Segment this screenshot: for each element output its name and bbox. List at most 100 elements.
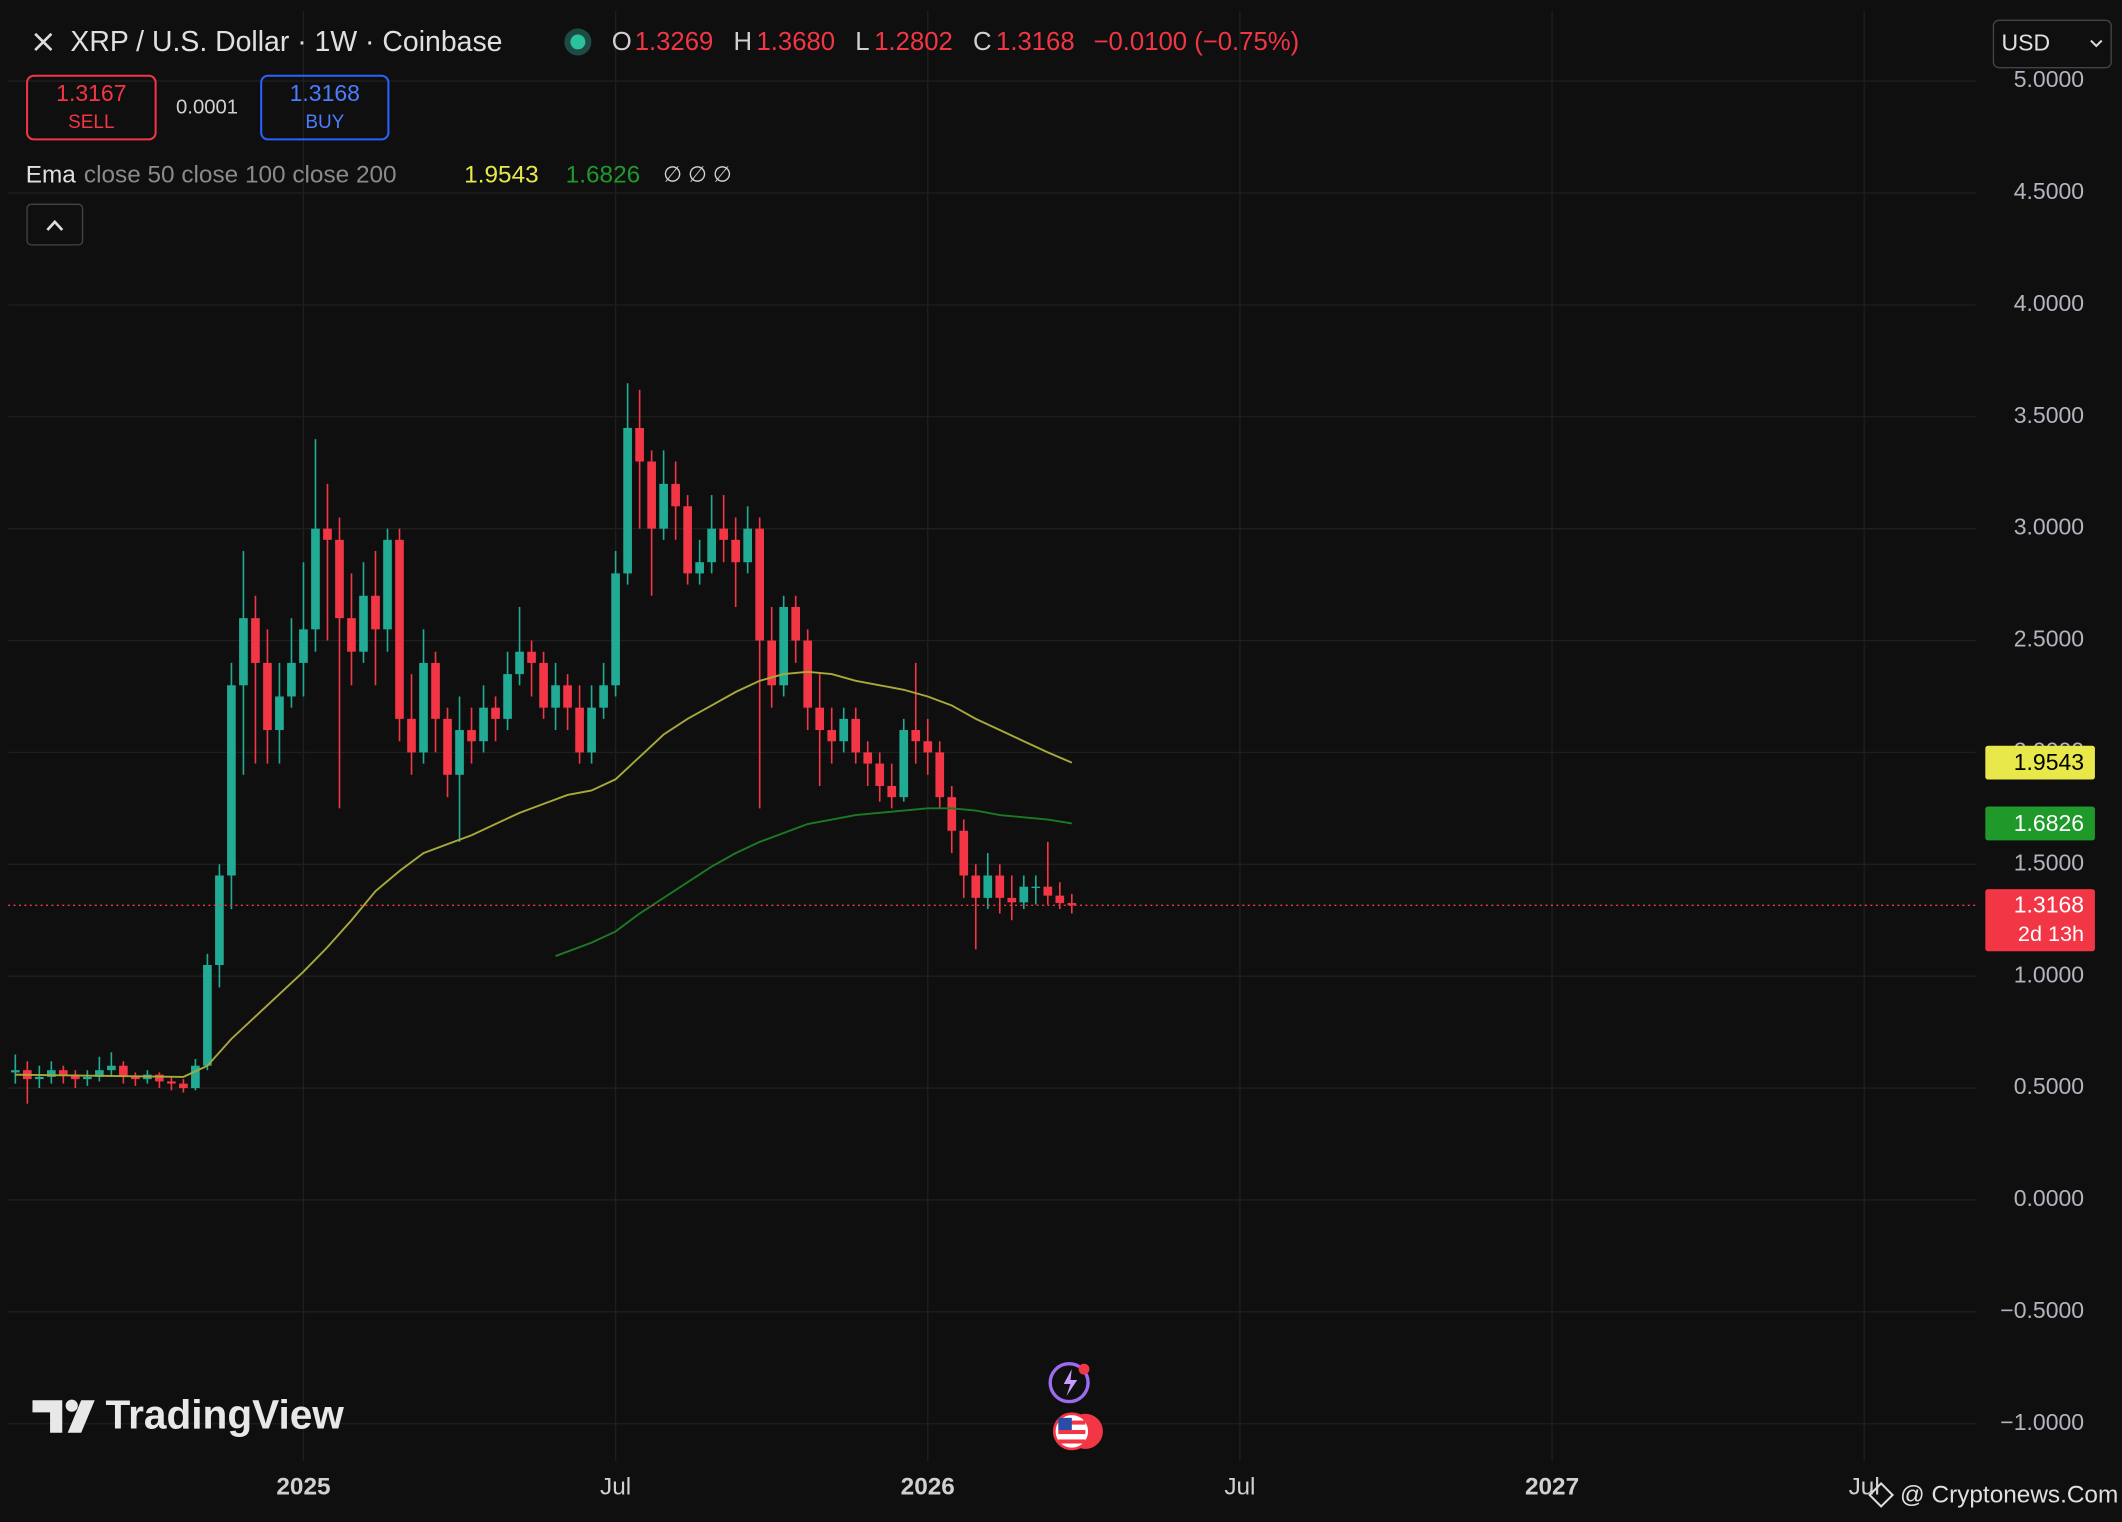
buy-button[interactable]	[260, 74, 390, 141]
indicator-value: 1.6826	[566, 161, 640, 188]
candle-body	[515, 651, 524, 675]
candle-body	[1007, 897, 1017, 903]
candle-body	[683, 506, 692, 574]
indicator-price-box	[1985, 806, 2095, 841]
symbol-close-icon[interactable]	[34, 32, 53, 52]
candle-body	[503, 674, 512, 719]
candle-body	[767, 640, 777, 686]
candle-body	[191, 1065, 200, 1089]
collapse-icon	[46, 219, 64, 231]
y-tick-label: 4.0000	[2014, 290, 2084, 316]
candle-body	[743, 528, 752, 563]
candle-body	[1031, 886, 1041, 889]
candle-body	[647, 461, 656, 529]
y-tick-label: 5.0000	[2014, 66, 2084, 92]
ohlc-value: 1.3680	[757, 28, 836, 56]
candle-body	[707, 528, 716, 563]
candle-body	[83, 1076, 92, 1080]
currency-label: USD	[2002, 30, 2051, 56]
candle-body	[995, 875, 1005, 898]
x-tick-label: Jul	[1224, 1474, 1255, 1501]
candle-body	[887, 785, 897, 798]
ohlc-value: 1.2802	[874, 28, 953, 56]
candle-body	[755, 528, 765, 641]
x-tick-label: 2025	[276, 1474, 330, 1501]
ohlc-label: L	[855, 28, 869, 56]
indicator-price-label: 1.9543	[2014, 749, 2084, 775]
brand-name: TradingView	[106, 1392, 345, 1438]
candle-body	[287, 662, 296, 697]
currency-dropdown[interactable]	[1992, 19, 2112, 69]
x-tick-label: 2027	[1525, 1474, 1579, 1501]
candle-body	[323, 528, 332, 540]
brand-logo[interactable]	[32, 1399, 95, 1433]
indicator-price-label: 1.6826	[2014, 810, 2084, 836]
market-status-dot	[570, 34, 586, 50]
candle-body	[335, 539, 344, 619]
candle-body	[443, 718, 452, 775]
candle-body	[731, 539, 740, 563]
candle-body	[299, 629, 308, 663]
y-tick-label: 0.5000	[2014, 1073, 2084, 1099]
candle-body	[1055, 895, 1065, 904]
candle-body	[239, 618, 248, 686]
plot	[8, 383, 1976, 1104]
candle-body	[983, 875, 993, 898]
candle-body	[611, 573, 620, 686]
candle-body	[263, 662, 272, 731]
candle-body	[371, 595, 380, 630]
symbol-title[interactable]: XRP / U.S. Dollar · 1W · Coinbase	[70, 26, 502, 58]
economic-event-icon[interactable]	[1052, 1412, 1103, 1451]
candle-body	[635, 427, 644, 462]
candle-body	[419, 662, 428, 753]
event-icon[interactable]	[1048, 1362, 1090, 1404]
buy-price: 1.3168	[290, 80, 360, 106]
sell-price: 1.3167	[56, 80, 126, 106]
y-tick-label: 1.5000	[2014, 849, 2084, 875]
candle-body	[1019, 886, 1029, 903]
candle-body	[227, 685, 236, 876]
indicator-name[interactable]: Ema	[26, 161, 77, 188]
candle-body	[839, 718, 849, 742]
candle-body	[431, 662, 440, 719]
candle-body	[911, 730, 921, 742]
candle-body	[575, 707, 584, 753]
candle-body	[623, 427, 632, 574]
grid: −1.0000 −0.5000 0.0000 0.5000 1.0000 1.5000 2.…	[8, 10, 2084, 1501]
candle-body	[95, 1070, 104, 1077]
indicator-params: close 50 close 100 close 200	[84, 161, 397, 188]
candle-body	[47, 1070, 56, 1077]
candle-body	[539, 662, 548, 708]
candle-body	[935, 752, 945, 798]
candle-body	[671, 483, 680, 507]
candle-body	[119, 1065, 128, 1077]
indicator-price-box	[1985, 745, 2095, 780]
ohlc-label: H	[733, 28, 752, 56]
ema-line	[15, 670, 1073, 1078]
sell-button[interactable]	[26, 74, 157, 141]
y-tick-label: 3.5000	[2014, 402, 2084, 428]
x-tick-label: Jul	[1849, 1474, 1880, 1501]
sell-label: SELL	[68, 112, 114, 133]
candle-body	[407, 718, 416, 753]
collapse-button[interactable]	[26, 203, 84, 246]
y-tick-label: 1.0000	[2014, 961, 2084, 987]
candle-body	[311, 528, 320, 630]
bar-countdown: 2d 13h	[2018, 921, 2084, 946]
y-tick-label: −0.5000	[2000, 1297, 2084, 1323]
indicator-empty: ∅ ∅ ∅	[663, 162, 732, 187]
candle-body	[167, 1081, 176, 1084]
candle-body	[479, 707, 488, 742]
buy-label: BUY	[305, 112, 344, 133]
candle-body	[803, 640, 813, 708]
candle-body	[719, 528, 728, 540]
candle-body	[947, 797, 957, 831]
candle-body	[107, 1065, 116, 1071]
candle-body	[899, 730, 909, 798]
candle-body	[455, 730, 464, 775]
last-price-box	[1985, 889, 2095, 952]
y-tick-label: 2.5000	[2014, 626, 2084, 652]
candle-body	[695, 562, 704, 574]
candle-body	[1067, 903, 1077, 906]
indicator-value: 1.9543	[464, 161, 538, 188]
